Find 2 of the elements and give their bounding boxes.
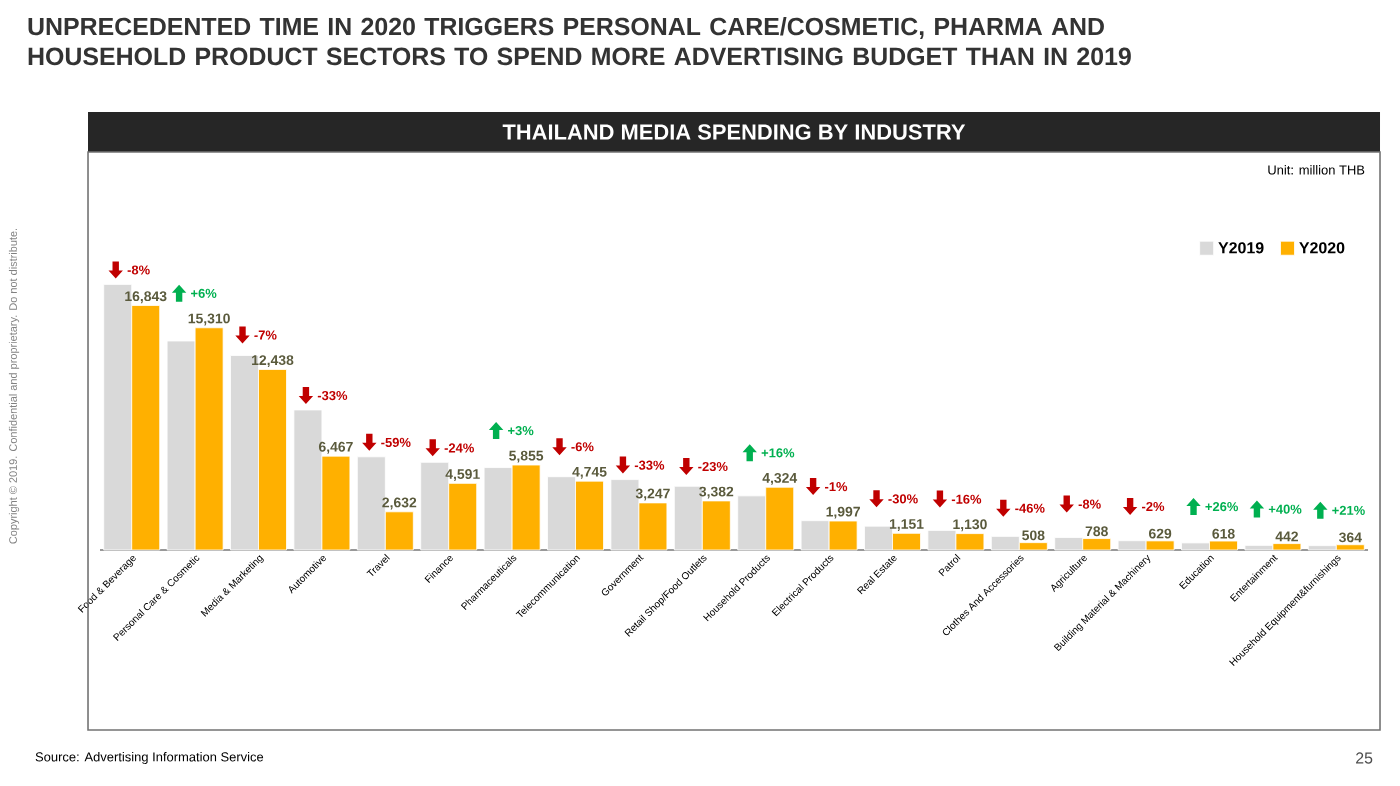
chart-title: UNPRECEDENTED TIME IN 2020 TRIGGERS PERSONAL CARE/COSMETIC, PHARMA AND HOUSEHOLD PRODUCT SECTORS TO SPEND MORE ADVERTISING BUDGET THAN IN 2019	[28, 17, 1131, 66]
chart-subtitle: THAILAND MEDIA SPENDING BY INDUSTRY	[502, 124, 966, 140]
